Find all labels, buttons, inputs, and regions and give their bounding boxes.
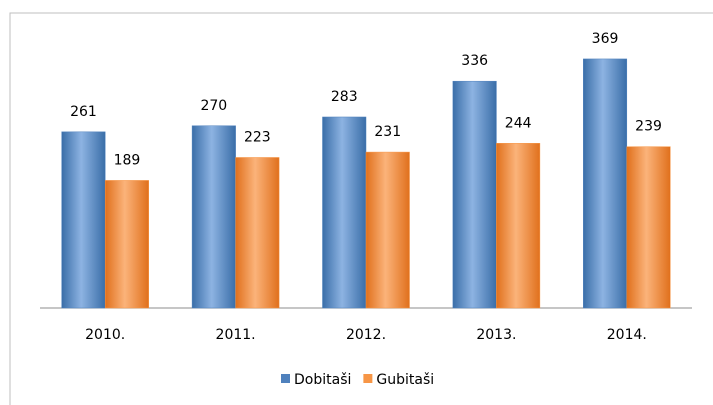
legend-swatch [281, 374, 290, 383]
legend-swatch [363, 374, 373, 383]
x-tick-label: 2012. [346, 327, 386, 343]
value-label: 239 [635, 119, 662, 135]
bar [235, 157, 280, 309]
value-label: 270 [200, 98, 227, 114]
value-label: 283 [331, 89, 358, 105]
bar [191, 125, 236, 309]
legend-label: Dobitaši [294, 372, 351, 388]
value-label: 189 [114, 152, 141, 168]
x-tick-label: 2013. [476, 327, 516, 343]
legend-label: Gubitaši [376, 372, 434, 388]
value-label: 261 [70, 104, 97, 120]
x-tick-label: 2010. [85, 327, 125, 343]
bar [496, 143, 541, 309]
bar [61, 131, 106, 309]
bar [322, 116, 367, 309]
chart-border [9, 12, 713, 405]
value-label: 336 [461, 53, 488, 69]
value-label: 244 [505, 115, 532, 131]
value-label: 369 [592, 31, 619, 47]
bar [583, 58, 628, 309]
bar [365, 151, 410, 309]
value-label: 231 [374, 124, 401, 140]
bar [452, 80, 497, 309]
x-tick-label: 2014. [607, 327, 647, 343]
bar [626, 146, 671, 309]
x-tick-label: 2011. [216, 327, 256, 343]
bar [104, 180, 149, 309]
value-label: 223 [244, 129, 271, 145]
